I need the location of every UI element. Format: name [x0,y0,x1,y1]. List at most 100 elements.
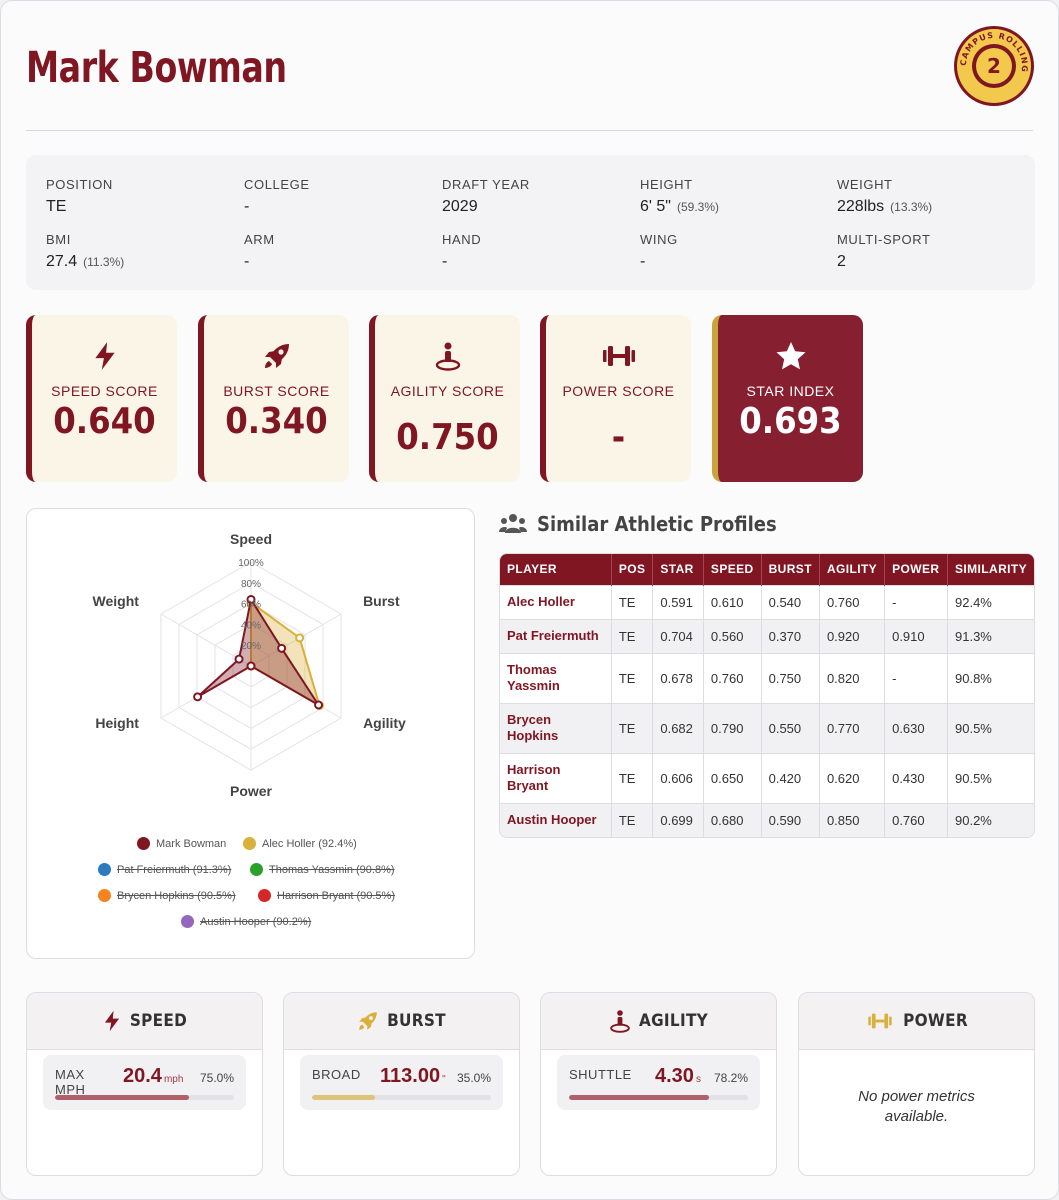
radar-tick-label: 80% [241,579,261,590]
shuttle-progress-bar [569,1095,748,1100]
speed-score-label: SPEED SCORE [51,383,158,399]
speed-metrics-card: SPEED MAX MPH 20.4 mph 75.0% [26,992,263,1176]
burst-metrics-title: BURST [387,1011,446,1031]
star-index-card: STAR INDEX 0.693 [712,315,863,482]
similar-profiles-header: Similar Athletic Profiles [499,512,777,536]
header-divider [26,130,1033,131]
max-mph-metric: MAX MPH 20.4 mph 75.0% [43,1055,246,1110]
shuttle-metric: SHUTTLE 4.30 s 78.2% [557,1055,760,1110]
table-row[interactable]: Harrison Bryant TE 0.606 0.650 0.420 0.6… [500,752,1034,803]
star-index-value: 0.693 [739,401,842,442]
star-index-label: STAR INDEX [746,383,835,399]
agility-person-icon [375,341,520,371]
info-multi-sport: MULTI-SPORT 2 [837,232,931,270]
col-power: POWER [884,554,948,585]
agility-person-icon [610,1010,630,1033]
broad-jump-progress-bar [312,1095,491,1100]
info-position: POSITION TE [46,177,113,215]
dumbbell-icon [546,341,691,371]
legend-pat-freiermuth[interactable]: Pat Freiermuth (91.3%) [98,863,231,876]
radar-axis-label: Weight [93,593,140,609]
rocket-icon [204,341,349,371]
col-agility: AGILITY [819,554,886,585]
legend-alec-holler[interactable]: Alec Holler (92.4%) [243,837,357,850]
player-info-panel: POSITION TE COLLEGE - DRAFT YEAR 2029 HE… [26,155,1035,290]
radar-chart: 20% 40% 60% 80% 100% Speed Burst Agility Power He… [93,531,407,799]
col-player: PLAYER [500,554,612,585]
radar-tick-label: 100% [238,558,264,569]
similar-profiles-table: PLAYER POS STAR SPEED BURST AGILITY POWE… [499,553,1035,838]
users-icon [499,514,527,533]
radar-axis-label: Burst [363,593,400,609]
table-row[interactable]: Austin Hooper TE 0.699 0.680 0.590 0.850… [500,802,1034,837]
col-burst: BURST [761,554,820,585]
table-row[interactable]: Pat Freiermuth TE 0.704 0.560 0.370 0.92… [500,618,1034,653]
agility-metrics-card: AGILITY SHUTTLE 4.30 s 78.2% [540,992,777,1176]
legend-harrison-bryant[interactable]: Harrison Bryant (90.5%) [258,889,395,902]
power-score-card: POWER SCORE - [540,315,691,482]
info-arm: ARM - [244,232,275,270]
radar-data-point [246,661,256,671]
burst-score-label: BURST SCORE [223,383,330,399]
radar-chart-panel: 20% 40% 60% 80% 100% Speed Burst Agility Power He… [26,508,475,959]
max-mph-progress-bar [55,1095,234,1100]
legend-thomas-yassmin[interactable]: Thomas Yassmin (90.8%) [250,863,395,876]
table-row[interactable]: Alec Holler TE 0.591 0.610 0.540 0.760 -… [500,584,1034,619]
radar-axis-label: Agility [363,715,406,731]
radar-tick-label: 40% [241,620,261,631]
info-wing: WING - [640,232,678,270]
dumbbell-icon [868,1013,892,1029]
campus-rolling-logo: CAMPUS ROLLING 2 [954,26,1034,106]
speed-metrics-title: SPEED [129,1011,188,1031]
similar-profiles-title: Similar Athletic Profiles [537,512,777,536]
radar-axis-label: Power [230,783,273,799]
power-metrics-card: POWER No power metrics available. [798,992,1035,1176]
burst-metrics-card: BURST BROAD 113.00 " 35.0% [283,992,520,1176]
power-score-value: - [611,417,626,458]
radar-tick-label: 60% [241,600,261,611]
legend-brycen-hopkins[interactable]: Brycen Hopkins (90.5%) [98,889,236,902]
player-name: Mark Bowman [26,43,287,93]
burst-score-value: 0.340 [225,401,328,442]
burst-score-card: BURST SCORE 0.340 [198,315,349,482]
agility-score-value: 0.750 [396,417,499,458]
speed-score-value: 0.640 [53,401,156,442]
radar-data-point [193,692,203,702]
broad-jump-metric: BROAD 113.00 " 35.0% [300,1055,503,1110]
power-score-label: POWER SCORE [562,383,675,399]
agility-metrics-title: AGILITY [638,1011,709,1031]
legend-austin-hooper[interactable]: Austin Hooper (90.2%) [181,915,311,928]
radar-data-point [246,594,256,604]
table-row[interactable]: Thomas Yassmin TE 0.678 0.760 0.750 0.82… [500,652,1034,703]
power-metrics-title: POWER [903,1011,968,1031]
info-hand: HAND - [442,232,482,270]
no-power-metrics-message: No power metrics available. [858,1088,975,1125]
svg-text:2: 2 [987,54,1001,78]
col-speed: SPEED [703,554,762,585]
info-bmi: BMI 27.4 (11.3%) [46,232,125,270]
radar-axis-label: Speed [230,531,272,547]
agility-score-card: AGILITY SCORE 0.750 [369,315,520,482]
radar-data-point [314,700,324,710]
col-similarity: SIMILARITY [947,554,1034,585]
info-college: COLLEGE - [244,177,310,215]
radar-data-point [277,643,287,653]
radar-data-point [234,654,244,664]
info-weight: WEIGHT 228lbs (13.3%) [837,177,933,215]
speed-score-card: SPEED SCORE 0.640 [26,315,177,482]
lightning-icon [104,1010,119,1032]
col-pos: POS [611,554,654,585]
radar-data-point [295,633,305,643]
info-height: HEIGHT 6' 5" (59.3%) [640,177,720,215]
table-header-row: PLAYER POS STAR SPEED BURST AGILITY POWE… [500,554,1034,585]
lightning-icon [32,341,177,371]
radar-tick-label: 20% [241,641,261,652]
info-draft-year: DRAFT YEAR 2029 [442,177,530,215]
rocket-icon [359,1012,377,1030]
col-star: STAR [652,554,704,585]
table-row[interactable]: Brycen Hopkins TE 0.682 0.790 0.550 0.77… [500,702,1034,753]
legend-mark-bowman[interactable]: Mark Bowman [137,837,226,850]
agility-score-label: AGILITY SCORE [390,383,505,399]
star-icon [718,341,863,371]
